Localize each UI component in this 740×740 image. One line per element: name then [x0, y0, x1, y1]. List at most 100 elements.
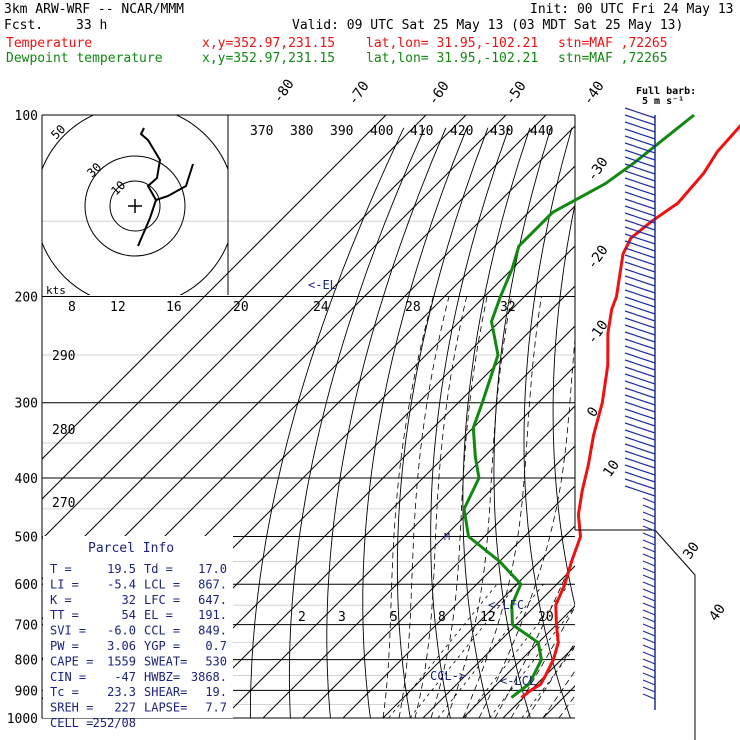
- wind-barb: [624, 205, 656, 217]
- moist-adiabat-22: [510, 606, 575, 718]
- pressure-label-700: 700: [15, 619, 38, 634]
- moist-adiabat-10: [462, 296, 542, 718]
- isotherm--130: [42, 115, 507, 580]
- parcel-key: SREH =: [50, 701, 93, 715]
- wind-barb: [642, 602, 656, 609]
- pressure-label-300: 300: [15, 397, 38, 412]
- wind-barb: [624, 310, 656, 322]
- wind-barb: [624, 128, 656, 140]
- wind-barb: [624, 226, 656, 238]
- wind-barb: [642, 637, 656, 644]
- parcel-value: 19.5: [107, 562, 136, 576]
- wind-barb: [624, 191, 656, 203]
- dewpoint-station: stn=MAF ,72265: [558, 51, 668, 66]
- dry-adiabat-260: [362, 127, 468, 718]
- wind-barb: [624, 359, 656, 371]
- wind-barb: [624, 275, 656, 287]
- mixing-ratio-label: 24: [313, 300, 329, 315]
- full-barb-units: 5 m s⁻¹: [642, 96, 684, 107]
- wind-barb: [642, 581, 656, 588]
- wind-barb: [624, 485, 656, 497]
- forecast-hour: 33 h: [76, 18, 108, 33]
- hodo-ring-1: [84, 155, 186, 257]
- wind-barb: [624, 429, 656, 441]
- wind-barb: [624, 471, 656, 483]
- wind-barb: [624, 170, 656, 182]
- wind-barb: [642, 665, 656, 672]
- moist-adiabat-6: [446, 296, 512, 718]
- moist-adiabat--2: [414, 296, 468, 718]
- temperature-xy: x,y=352.97,231.15: [202, 36, 336, 51]
- dewpoint-line: [462, 113, 695, 699]
- ccl-marker: CCL->: [430, 669, 466, 683]
- wind-barb: [642, 553, 656, 560]
- pressure-label-400: 400: [15, 472, 38, 487]
- parcel-key: LAPSE=: [144, 701, 187, 715]
- wind-barb: [642, 560, 656, 567]
- wind-barb: [642, 623, 656, 630]
- dry-adiabat-310: [523, 127, 573, 718]
- dewpoint-xy: x,y=352.97,231.15: [202, 51, 336, 66]
- mixing-ratio-2: [388, 583, 498, 718]
- parcel-value: 191.: [198, 608, 227, 622]
- parcel-key: LI =: [50, 577, 79, 591]
- dry-adiabat-280: [430, 127, 510, 718]
- wind-barb: [624, 135, 656, 147]
- wind-barb: [642, 644, 656, 651]
- moist-adiabat-30: [542, 670, 575, 718]
- parcel-key: SVI =: [50, 624, 86, 638]
- parcel-value: 3.06: [107, 639, 136, 653]
- parcel-value: 867.: [198, 577, 227, 591]
- parcel-key: YGP =: [144, 639, 180, 653]
- dewpoint-legend: Dewpoint temperature: [6, 51, 163, 66]
- dry-adiabat-290: [462, 127, 531, 718]
- wind-barb: [642, 546, 656, 553]
- parcel-value: -5.4: [107, 577, 136, 591]
- wind-barb: [624, 233, 656, 245]
- mixing-ratio-lines: [388, 583, 575, 718]
- wind-barb: [624, 422, 656, 434]
- wind-barb: [642, 511, 656, 518]
- parcel-key: SWEAT=: [144, 654, 187, 668]
- wind-barb: [642, 609, 656, 616]
- forecast-label: Fcst.: [4, 18, 44, 33]
- full-barb-label: Full barb:: [636, 86, 696, 97]
- lfc-marker: <-LFC: [488, 598, 524, 612]
- parcel-key: Tc =: [50, 685, 79, 699]
- theta-label: 440: [530, 124, 553, 139]
- parcel-key: CAPE =: [50, 654, 93, 668]
- pressure-label-500: 500: [15, 530, 38, 545]
- moist-adiabat--10: [382, 296, 434, 718]
- parcel-value: 1559: [107, 654, 136, 668]
- wind-barb: [642, 658, 656, 665]
- moist-adiabat-lines: [382, 296, 575, 718]
- parcel-info-panel: Parcel Info T = 19.5 Td = 17.0 LI = -5.4 LCL = 8…: [43, 536, 233, 730]
- wind-barb: [642, 595, 656, 602]
- wind-barb: [624, 457, 656, 469]
- wind-barb: [642, 588, 656, 595]
- theta-label: 410: [410, 124, 433, 139]
- wind-barb: [624, 394, 656, 406]
- wind-barb: [624, 443, 656, 455]
- isotherm--140: [42, 115, 467, 540]
- lcl-marker: <-LCL: [500, 674, 536, 688]
- wind-barb: [624, 436, 656, 448]
- wind-barb: [624, 254, 656, 266]
- parcel-key: CELL =: [50, 716, 93, 730]
- parcel-key: CIN =: [50, 670, 86, 684]
- isotherm--10: [382, 525, 575, 718]
- theta-side-label: 290: [52, 349, 75, 364]
- isotherm--40: [262, 405, 575, 718]
- wind-barb: [642, 651, 656, 658]
- isotherm-0: [422, 565, 575, 718]
- isotherm-label: 10: [600, 457, 623, 480]
- parcel-key: EL =: [144, 608, 173, 622]
- hodo-trace: [137, 127, 194, 247]
- valid-time: Valid: 09 UTC Sat 25 May 13 (03 MDT Sat …: [292, 18, 684, 33]
- wind-barb: [624, 450, 656, 462]
- isotherm--70: [142, 285, 575, 718]
- wind-barb: [642, 574, 656, 581]
- parcel-value: 3868.: [191, 670, 227, 684]
- dry-adiabat-240: [288, 127, 426, 718]
- parcel-key: LCL =: [144, 577, 180, 591]
